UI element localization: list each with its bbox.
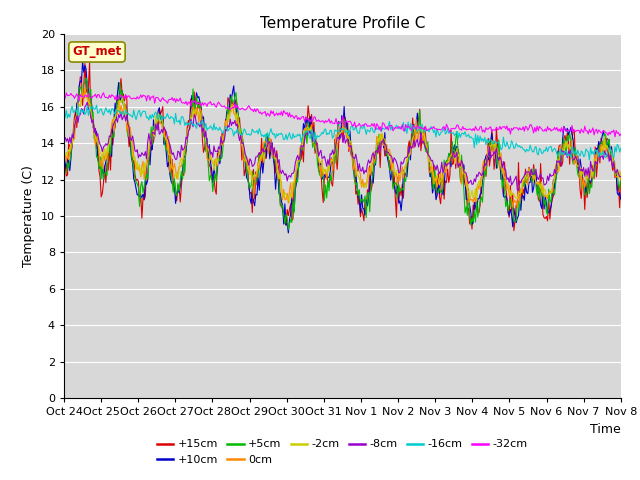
+15cm xyxy=(86,60,93,66)
-2cm xyxy=(234,119,242,124)
-16cm xyxy=(399,120,407,125)
+10cm xyxy=(617,196,625,202)
+10cm xyxy=(285,230,292,236)
+10cm xyxy=(401,171,408,177)
-8cm xyxy=(60,137,68,143)
+5cm xyxy=(60,166,68,172)
Legend: +15cm, +10cm, +5cm, 0cm, -2cm, -8cm, -16cm, -32cm: +15cm, +10cm, +5cm, 0cm, -2cm, -8cm, -16… xyxy=(152,435,532,469)
+15cm xyxy=(617,170,625,176)
-2cm xyxy=(617,174,625,180)
-2cm xyxy=(568,148,576,154)
-8cm xyxy=(399,160,407,166)
-32cm xyxy=(296,117,304,122)
+10cm xyxy=(79,59,86,64)
-2cm xyxy=(77,95,85,100)
+10cm xyxy=(60,152,68,157)
+10cm xyxy=(472,204,479,210)
+5cm xyxy=(401,175,408,181)
-8cm xyxy=(515,188,522,193)
0cm xyxy=(568,137,576,143)
0cm xyxy=(296,144,304,150)
-32cm xyxy=(60,92,68,98)
+5cm xyxy=(568,155,576,161)
X-axis label: Time: Time xyxy=(590,423,621,436)
-16cm xyxy=(74,102,82,108)
-32cm xyxy=(234,105,242,111)
+5cm xyxy=(617,173,625,179)
Line: -32cm: -32cm xyxy=(64,93,621,137)
+15cm xyxy=(373,142,381,148)
-2cm xyxy=(285,200,293,205)
-16cm xyxy=(470,145,478,151)
0cm xyxy=(60,152,68,158)
-2cm xyxy=(401,164,408,170)
-8cm xyxy=(234,132,242,137)
+15cm xyxy=(568,138,576,144)
+15cm xyxy=(399,195,407,201)
-16cm xyxy=(373,126,381,132)
+15cm xyxy=(234,124,242,130)
Line: 0cm: 0cm xyxy=(64,88,621,208)
Line: +5cm: +5cm xyxy=(64,78,621,229)
+5cm xyxy=(285,227,292,232)
Y-axis label: Temperature (C): Temperature (C) xyxy=(22,165,35,267)
0cm xyxy=(513,205,521,211)
+5cm xyxy=(472,219,479,225)
-16cm xyxy=(60,113,68,119)
+5cm xyxy=(374,147,381,153)
-16cm xyxy=(617,145,625,151)
-16cm xyxy=(296,131,304,137)
-8cm xyxy=(470,176,478,182)
0cm xyxy=(79,85,86,91)
-8cm xyxy=(296,153,304,159)
+15cm xyxy=(510,228,518,234)
+15cm xyxy=(60,168,68,173)
Line: -8cm: -8cm xyxy=(64,102,621,191)
-8cm xyxy=(617,173,625,179)
-32cm xyxy=(373,121,381,127)
+5cm xyxy=(234,113,242,119)
0cm xyxy=(470,195,478,201)
-32cm xyxy=(617,131,625,137)
Line: +15cm: +15cm xyxy=(64,63,621,231)
-32cm xyxy=(100,90,108,96)
Text: GT_met: GT_met xyxy=(72,46,122,59)
-32cm xyxy=(611,134,619,140)
-8cm xyxy=(83,99,91,105)
+10cm xyxy=(568,132,576,137)
-8cm xyxy=(568,150,576,156)
-8cm xyxy=(373,148,381,154)
-2cm xyxy=(298,142,305,147)
-16cm xyxy=(586,157,593,163)
+10cm xyxy=(234,115,242,121)
Title: Temperature Profile C: Temperature Profile C xyxy=(260,16,425,31)
+15cm xyxy=(296,157,304,163)
0cm xyxy=(234,120,242,125)
-16cm xyxy=(567,155,575,160)
-32cm xyxy=(567,128,575,134)
-32cm xyxy=(470,128,478,133)
+10cm xyxy=(374,149,381,155)
Line: -16cm: -16cm xyxy=(64,105,621,160)
Line: -2cm: -2cm xyxy=(64,97,621,203)
-2cm xyxy=(60,151,68,156)
0cm xyxy=(617,177,625,183)
+5cm xyxy=(83,75,90,81)
Line: +10cm: +10cm xyxy=(64,61,621,233)
-2cm xyxy=(374,135,381,141)
+5cm xyxy=(298,144,305,150)
0cm xyxy=(399,175,407,181)
0cm xyxy=(373,133,381,139)
+10cm xyxy=(298,150,305,156)
-16cm xyxy=(234,130,242,136)
-32cm xyxy=(399,128,407,133)
-2cm xyxy=(472,186,479,192)
+15cm xyxy=(470,207,478,213)
